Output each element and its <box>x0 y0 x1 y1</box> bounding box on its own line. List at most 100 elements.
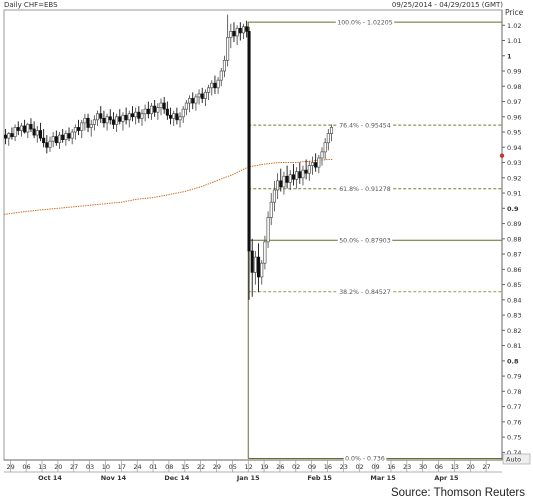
plot-frame <box>3 9 503 461</box>
moving-average-line <box>3 159 333 215</box>
y-tick-label: 0.76 <box>507 418 521 426</box>
candle-body <box>19 125 23 131</box>
x-day-label: 20 <box>54 463 62 471</box>
candle-body <box>4 134 8 139</box>
fib-label-bg <box>337 236 393 245</box>
candle-body <box>197 93 201 98</box>
candle-body <box>159 102 163 108</box>
candle-body <box>263 241 267 264</box>
candle-body <box>253 256 257 273</box>
fib-label-bg <box>337 185 393 194</box>
y-tick-label: 0.99 <box>507 68 521 76</box>
candle-body <box>73 127 77 133</box>
candle-body <box>307 165 311 174</box>
x-day-label: 05 <box>229 463 237 471</box>
candle-body <box>229 31 233 38</box>
source-credit: Source: Thomson Reuters <box>390 487 525 499</box>
candle-body <box>203 92 207 99</box>
candle-body <box>310 162 315 166</box>
y-tick-label: 1.02 <box>507 22 521 30</box>
candle-body <box>13 127 17 137</box>
candle-body <box>102 117 106 124</box>
x-day-label: 01 <box>149 463 157 471</box>
x-month-label: Mar 15 <box>370 474 396 482</box>
candle-body <box>124 114 128 121</box>
candle-body <box>26 124 30 133</box>
x-day-label: 13 <box>38 463 46 471</box>
candle-body <box>276 180 280 191</box>
x-day-label: 16 <box>324 463 332 471</box>
x-month-label: Jan 15 <box>236 474 260 482</box>
x-day-label: 15 <box>181 463 189 471</box>
candle-body <box>291 174 295 180</box>
candle-body <box>146 108 150 115</box>
x-month-label: Oct 14 <box>38 474 62 482</box>
x-day-label: 30 <box>419 463 427 471</box>
candle-body <box>134 111 138 118</box>
candle-body <box>35 130 39 136</box>
y-tick-label: 0.92 <box>507 174 521 182</box>
fib-label-bg <box>337 121 393 130</box>
x-day-label: 06 <box>22 463 30 471</box>
fib-label-bg <box>335 18 395 27</box>
y-tick-label: 0.83 <box>507 312 521 320</box>
candle-body <box>222 59 227 72</box>
fib-label-bg <box>337 288 393 297</box>
candle-body <box>99 113 103 119</box>
x-day-label: 12 <box>244 463 252 471</box>
y-tick-label: 1.01 <box>507 37 521 45</box>
x-day-label: 22 <box>197 463 205 471</box>
x-day-label: 02 <box>292 463 300 471</box>
auto-box <box>502 453 531 465</box>
x-month-label: Feb 15 <box>307 474 332 482</box>
candle-body <box>181 108 185 118</box>
x-day-label: 13 <box>451 463 459 471</box>
x-day-label: 16 <box>387 463 395 471</box>
candle-body <box>80 122 84 131</box>
candle-body <box>194 96 198 104</box>
candle-body <box>42 137 46 144</box>
x-day-label: 19 <box>260 463 268 471</box>
candle-body <box>153 105 157 113</box>
auto-label: Auto <box>506 456 521 464</box>
candle-body <box>89 124 93 128</box>
candle-body <box>213 82 217 89</box>
x-day-label: 20 <box>466 463 474 471</box>
y-tick-label: 0.98 <box>507 83 521 91</box>
fib-level-label: 100.0% - 1.02205 <box>337 19 392 26</box>
candle-body <box>162 102 166 110</box>
candle-body <box>10 133 14 137</box>
x-day-label: 29 <box>7 463 15 471</box>
x-day-label: 06 <box>435 463 443 471</box>
candle-body <box>304 169 308 174</box>
y-tick-label: 0.86 <box>507 266 521 274</box>
fib-level-label: 61.8% - 0.91278 <box>339 186 390 193</box>
candle-body <box>86 117 90 128</box>
candle-body <box>269 201 273 218</box>
y-tick-label: 0.78 <box>507 388 521 396</box>
x-day-label: 08 <box>165 463 173 471</box>
x-day-label: 09 <box>371 463 379 471</box>
candle-body <box>7 133 11 139</box>
candle-body <box>191 98 195 104</box>
candle-body <box>156 107 160 113</box>
candle-body <box>200 93 204 99</box>
candle-body <box>32 128 36 136</box>
fib-level-label: 50.0% - 0.87903 <box>339 237 390 244</box>
candle-body <box>140 113 144 119</box>
candle-body <box>175 113 179 121</box>
y-tick-label: 0.95 <box>507 129 521 137</box>
candle-body <box>121 114 125 122</box>
x-day-label: 27 <box>482 463 490 471</box>
candle-body <box>257 256 261 278</box>
y-tick-label: 0.81 <box>507 342 521 350</box>
candle-body <box>96 113 100 121</box>
candle-body <box>108 116 112 121</box>
y-tick-label: 0.94 <box>507 144 521 152</box>
candle-body <box>285 175 289 183</box>
candle-body <box>326 133 330 144</box>
candle-body <box>207 87 211 93</box>
current-price-marker <box>499 153 505 158</box>
fib-level-label: 38.2% - 0.84527 <box>339 289 390 296</box>
candle-body <box>226 37 230 61</box>
